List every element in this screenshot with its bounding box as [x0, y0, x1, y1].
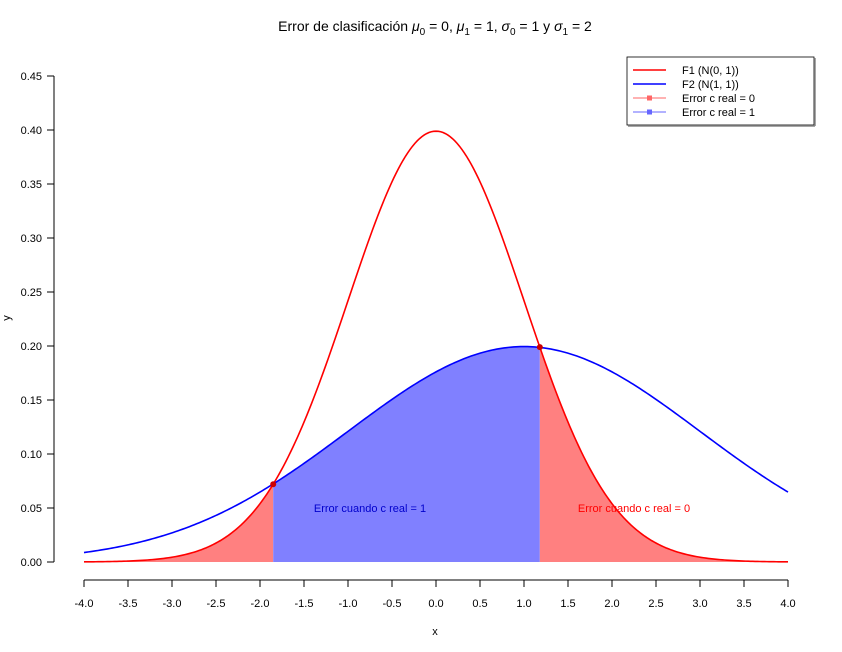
x-tick-label: -1.5 [295, 598, 314, 610]
y-tick-label: 0.05 [21, 503, 42, 515]
y-tick-label: 0.40 [21, 125, 42, 137]
x-tick-label: 1.0 [516, 598, 531, 610]
title-param-symbol: μ [456, 18, 465, 34]
x-tick-label: 2.0 [604, 598, 619, 610]
x-tick-label: 3.0 [692, 598, 707, 610]
legend-label: Error c real = 0 [682, 93, 755, 105]
legend-label: F2 (N(1, 1)) [682, 79, 739, 91]
x-axis-label: x [432, 626, 438, 638]
chart-title: Error de clasificación μ0 = 0, μ1 = 1, σ… [278, 18, 592, 38]
legend: F1 (N(0, 1)) F2 (N(1, 1)) Error c real = 0… [626, 56, 816, 127]
series-line-2 [83, 345, 789, 554]
x-tick-label: 2.5 [648, 598, 663, 610]
y-tick-label: 0.15 [21, 395, 42, 407]
y-axis-label: y [1, 315, 13, 321]
x-tick-label: -3.0 [163, 598, 182, 610]
x-tick-label: -3.5 [119, 598, 138, 610]
x-tick-label: 0.5 [472, 598, 487, 610]
title-param-subscript: 0 [420, 27, 426, 38]
y-tick-label: 0.10 [21, 449, 42, 461]
x-tick-label: -4.0 [75, 598, 94, 610]
y-tick-label: 0.25 [21, 287, 42, 299]
title-param-subscript: 1 [563, 27, 569, 38]
title-param-symbol: σ [554, 18, 563, 34]
title-param-value: = 0, [425, 18, 457, 34]
x-tick-label: 4.0 [780, 598, 795, 610]
x-axis: -4.0 -3.5 -3.0 -2.5 -2.0 -1.5 -1.0 -0.5 0.0 0.5 1.… [75, 579, 796, 610]
error-region-1 [273, 346, 540, 562]
title-param-value: = 2 [568, 18, 592, 34]
region-annotation-2: Error cuando c real = 0 [578, 503, 690, 515]
legend-swatch-marker [647, 95, 652, 101]
x-tick-label: -0.5 [383, 598, 402, 610]
legend-label: Error c real = 1 [682, 107, 755, 119]
intersection-points [270, 344, 543, 488]
legend-box [626, 56, 815, 126]
title-param-symbol: μ [411, 18, 420, 34]
x-tick-label: -1.0 [339, 598, 358, 610]
y-tick-label: 0.00 [21, 557, 42, 569]
error-region-2 [539, 347, 788, 562]
title-param-value: = 1, [470, 18, 502, 34]
y-tick-label: 0.45 [21, 71, 42, 83]
density-curves [83, 130, 789, 563]
y-tick-label: 0.35 [21, 179, 42, 191]
intersection-point-2 [536, 344, 543, 351]
error-regions [84, 346, 788, 562]
legend-label: F1 (N(0, 1)) [682, 65, 739, 77]
title-param-subscript: 0 [510, 27, 516, 38]
region-annotation-1: Error cuando c real = 1 [314, 503, 426, 515]
x-tick-label: 0.0 [428, 598, 443, 610]
error-region-0 [84, 484, 274, 562]
title-param-subscript: 1 [464, 27, 470, 38]
y-tick-label: 0.20 [21, 341, 42, 353]
y-tick-label: 0.30 [21, 233, 42, 245]
legend-swatch-marker [647, 109, 652, 115]
x-tick-label: 3.5 [736, 598, 751, 610]
title-param-value: = 1 y [516, 18, 555, 34]
title-param-symbol: σ [502, 18, 511, 34]
series-line-1 [83, 130, 789, 563]
region-annotations: Error cuando c real = 1 Error cuando c re… [314, 503, 690, 515]
intersection-point-1 [270, 481, 277, 488]
x-tick-label: 1.5 [560, 598, 575, 610]
x-tick-label: -2.0 [251, 598, 270, 610]
y-axis: 0.00 0.05 0.10 0.15 0.20 0.25 0.30 0.35 0.40 0.45 [21, 71, 55, 569]
x-tick-label: -2.5 [207, 598, 226, 610]
title-prefix: Error de clasificación [278, 18, 412, 34]
